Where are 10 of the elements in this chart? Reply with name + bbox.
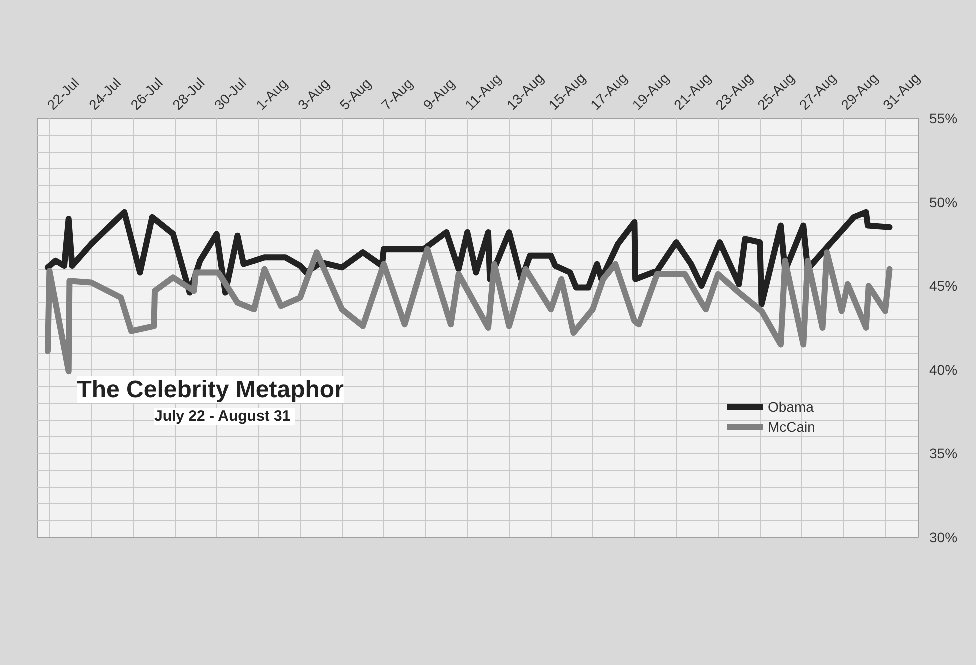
y-tick-label: 30% [930, 530, 958, 546]
y-tick-label: 45% [930, 278, 958, 294]
legend-label: Obama [768, 399, 814, 415]
y-tick-label: 35% [930, 446, 958, 462]
y-tick-label: 40% [930, 362, 958, 378]
text: The Celebrity Metaphor [77, 376, 344, 404]
y-tick-label: 55% [930, 110, 958, 126]
y-tick-label: 50% [930, 194, 958, 210]
text: July 22 - August 31 [154, 408, 291, 426]
legend-label: McCain [768, 419, 816, 435]
